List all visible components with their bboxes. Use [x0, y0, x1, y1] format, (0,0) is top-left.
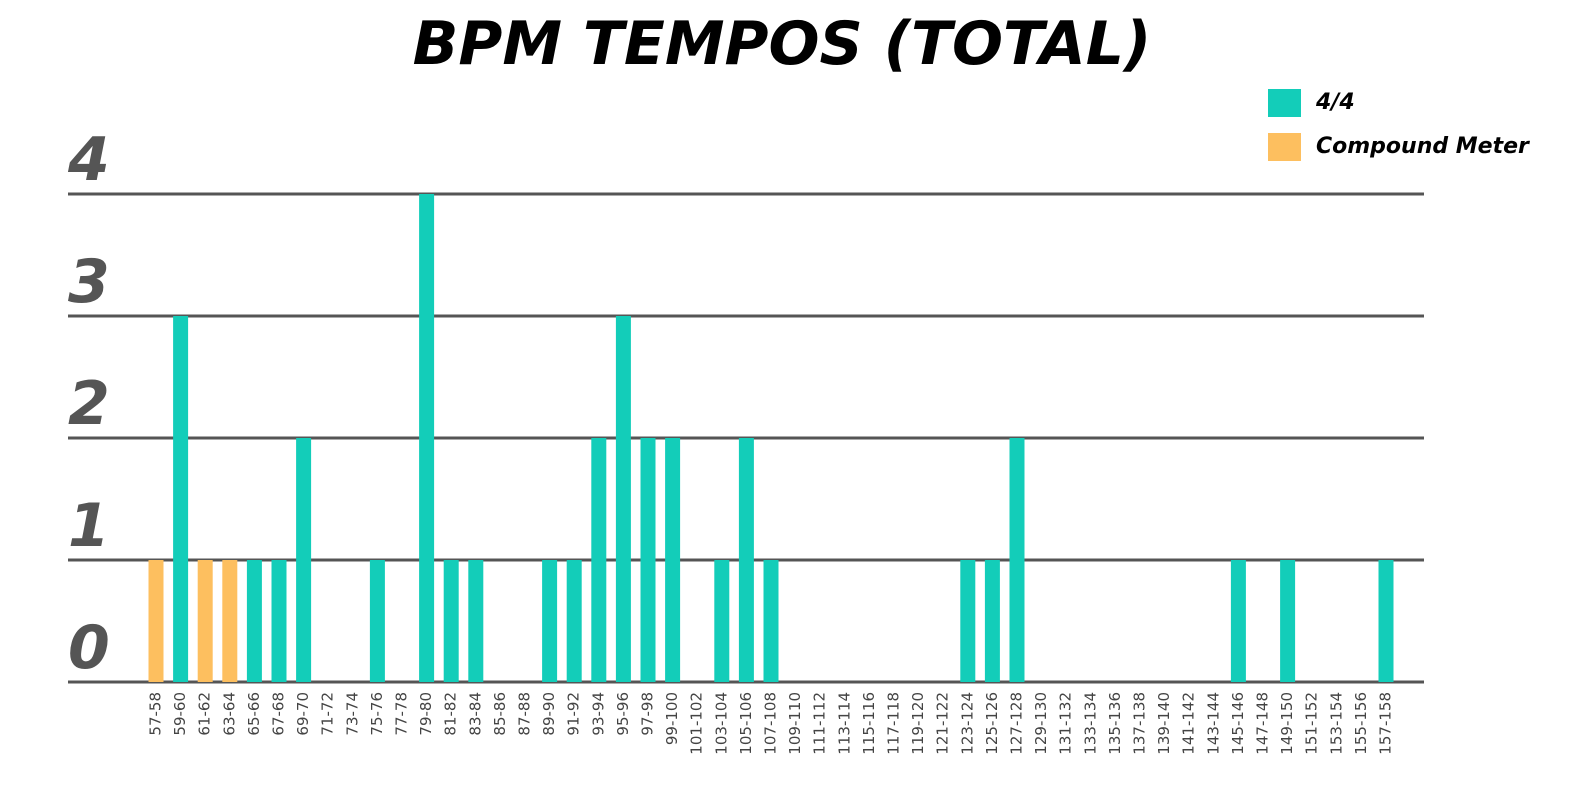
- chart-title: BPM TEMPOS (TOTAL): [413, 9, 1152, 79]
- x-tick-label: 107-108: [762, 692, 780, 755]
- x-tick-label: 151-152: [1303, 692, 1321, 755]
- x-tick-label: 65-66: [245, 692, 263, 736]
- x-tick-label: 83-84: [466, 692, 484, 736]
- x-tick-label: 153-154: [1327, 692, 1345, 755]
- x-tick-label: 103-104: [712, 692, 730, 755]
- bar: [296, 438, 312, 682]
- x-tick-label: 155-156: [1352, 692, 1370, 755]
- bar: [173, 316, 189, 682]
- bar: [148, 560, 164, 682]
- bar: [246, 560, 262, 682]
- x-tick-label: 99-100: [663, 692, 681, 745]
- x-tick-label: 73-74: [343, 692, 361, 736]
- x-tick-label: 157-158: [1377, 692, 1395, 755]
- x-tick-label: 129-130: [1032, 692, 1050, 755]
- bar: [419, 194, 435, 682]
- bar: [714, 560, 730, 682]
- x-tick-label: 149-150: [1278, 692, 1296, 755]
- legend-swatch: [1268, 89, 1301, 117]
- bar: [1378, 560, 1394, 682]
- bar: [566, 560, 582, 682]
- y-tick-label: 1: [68, 491, 110, 561]
- x-tick-label: 115-116: [860, 692, 878, 755]
- x-tick-label: 135-136: [1106, 692, 1124, 755]
- x-tick-label: 71-72: [319, 692, 337, 736]
- x-tick-label: 133-134: [1081, 692, 1099, 755]
- bar: [763, 560, 779, 682]
- x-tick-label: 69-70: [294, 692, 312, 736]
- x-tick-label: 109-110: [786, 692, 804, 755]
- bar: [197, 560, 213, 682]
- bar: [542, 560, 558, 682]
- bar: [591, 438, 607, 682]
- y-tick-label: 4: [67, 125, 110, 195]
- x-tick-label: 89-90: [540, 692, 558, 736]
- x-tick-label: 95-96: [614, 692, 632, 736]
- x-tick-label: 113-114: [835, 692, 853, 755]
- x-tick-label: 79-80: [417, 692, 435, 736]
- x-tick-label: 91-92: [565, 692, 583, 736]
- bar: [640, 438, 656, 682]
- x-tick-label: 87-88: [516, 692, 534, 736]
- x-tick-label: 145-146: [1229, 692, 1247, 755]
- bar: [665, 438, 681, 682]
- bar: [615, 316, 631, 682]
- legend-swatch: [1268, 133, 1301, 161]
- legend-label: Compound Meter: [1316, 134, 1530, 159]
- x-tick-label: 127-128: [1008, 692, 1026, 755]
- x-tick-label: 59-60: [171, 692, 189, 736]
- x-tick-label: 117-118: [885, 692, 903, 755]
- bar: [960, 560, 976, 682]
- x-tick-label: 105-106: [737, 692, 755, 755]
- x-tick-label: 93-94: [589, 692, 607, 736]
- bar: [443, 560, 459, 682]
- x-tick-label: 125-126: [983, 692, 1001, 755]
- x-tick-label: 143-144: [1204, 692, 1222, 755]
- x-tick-label: 97-98: [639, 692, 657, 736]
- x-tick-label: 141-142: [1180, 692, 1198, 755]
- y-tick-label: 0: [68, 613, 110, 683]
- x-tick-label: 77-78: [393, 692, 411, 736]
- x-tick-label: 63-64: [220, 692, 238, 736]
- bar: [1230, 560, 1246, 682]
- y-tick-label: 2: [68, 369, 110, 439]
- bar: [468, 560, 484, 682]
- x-tick-label: 85-86: [491, 692, 509, 736]
- x-tick-label: 67-68: [270, 692, 288, 736]
- x-tick-label: 119-120: [909, 692, 927, 755]
- bar: [738, 438, 754, 682]
- x-tick-label: 131-132: [1057, 692, 1075, 755]
- y-tick-label: 3: [68, 247, 110, 317]
- x-tick-label: 61-62: [196, 692, 214, 736]
- x-tick-label: 137-138: [1131, 692, 1149, 755]
- x-tick-label: 111-112: [811, 692, 829, 755]
- bar: [271, 560, 287, 682]
- x-tick-label: 121-122: [934, 692, 952, 755]
- bar: [1280, 560, 1296, 682]
- x-tick-label: 147-148: [1254, 692, 1272, 755]
- x-tick-label: 81-82: [442, 692, 460, 736]
- x-tick-label: 75-76: [368, 692, 386, 736]
- bar: [984, 560, 1000, 682]
- x-tick-label: 139-140: [1155, 692, 1173, 755]
- bar: [369, 560, 385, 682]
- x-tick-label: 57-58: [147, 692, 165, 736]
- bar: [222, 560, 238, 682]
- legend-label: 4/4: [1315, 90, 1355, 115]
- x-tick-label: 101-102: [688, 692, 706, 755]
- bar: [1009, 438, 1025, 682]
- x-tick-label: 123-124: [958, 692, 976, 755]
